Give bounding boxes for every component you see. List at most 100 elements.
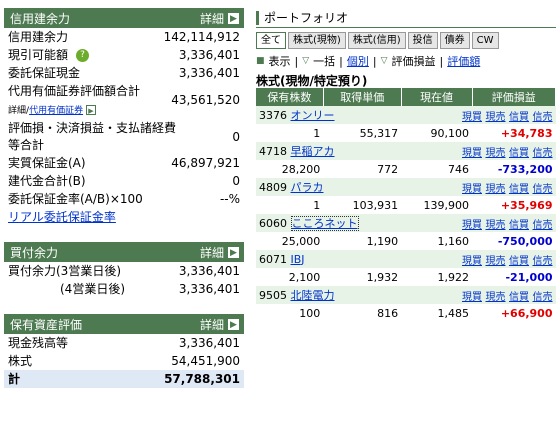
row-value: 3,336,401 [178, 66, 240, 80]
stock-code: 6071 [259, 252, 287, 266]
stock-name-link[interactable]: IBJ [290, 252, 305, 266]
margin-buy-link[interactable]: 信買 [509, 219, 529, 231]
row-label: 現金残高等 [8, 336, 69, 350]
collateral-link[interactable]: 代用有価証券 [29, 106, 84, 116]
row-value: 0 [232, 130, 240, 144]
qty-cell: 2,100 [256, 268, 324, 286]
qty-cell: 1 [256, 124, 324, 142]
pl-cell: -21,000 [472, 268, 556, 286]
row-label: 建代金合計(B) [8, 174, 86, 188]
cash-sell-link[interactable]: 現売 [485, 111, 506, 123]
buying-detail-button[interactable]: 詳細 ▶ [200, 244, 240, 261]
col-qty[interactable]: 保有株数 [256, 88, 324, 106]
cash-buy-link[interactable]: 現買 [462, 255, 482, 267]
cash-buy-link[interactable]: 現買 [462, 219, 482, 231]
toolbar-separator: | [339, 54, 343, 68]
price-cell: 139,900 [401, 196, 472, 214]
view-label: 表示 [268, 55, 291, 68]
list-view-option[interactable]: 一括 [313, 55, 336, 68]
margin-buy-link[interactable]: 信買 [509, 111, 529, 123]
stock-name-link[interactable]: こころネット [290, 216, 359, 231]
cost-cell: 1,190 [323, 232, 402, 250]
col-pl[interactable]: 評価損益 [472, 88, 556, 106]
cash-sell-link[interactable]: 現売 [485, 291, 506, 303]
row-label: 評価損・決済損益・支払諸経費等合計 [8, 121, 177, 152]
price-cell: 1,160 [401, 232, 472, 250]
chevron-right-icon: ▶ [227, 317, 240, 331]
square-icon: ■ [256, 56, 265, 66]
col-price[interactable]: 現在値 [401, 88, 473, 106]
chevron-right-icon[interactable]: ▶ [85, 105, 96, 115]
realtime-margin-link[interactable]: リアル委託保証金率 [8, 210, 116, 224]
stock-name-link[interactable]: パラカ [290, 181, 324, 194]
margin-sell-link[interactable]: 信売 [532, 183, 553, 195]
stock-code: 4809 [259, 181, 287, 194]
margin-sell-link[interactable]: 信売 [532, 219, 553, 231]
table-row: 6060 こころネット 現買 現売 信買 信売 [256, 214, 556, 232]
cash-buy-link[interactable]: 現買 [462, 183, 482, 195]
table-row: 9505 北陸電力 現買 現売 信買 信売 [256, 286, 556, 304]
table-row: 25,000 1,190 1,160 -750,000 [256, 232, 556, 250]
tab-cw[interactable]: CW [471, 32, 499, 49]
cash-buy-link[interactable]: 現買 [462, 291, 482, 303]
buying-title: 買付余力 [10, 245, 59, 260]
row-label: 計 [8, 372, 21, 386]
margin-buy-link[interactable]: 信買 [509, 147, 529, 159]
price-cell: 1,922 [401, 268, 472, 286]
table-row: 1 55,317 90,100 +34,783 [256, 124, 556, 142]
portfolio-toolbar: ■ 表示 | ▽ 一括 | 個別 | ▽ 評価損益 | 評価額 [256, 53, 556, 69]
buying-panel-header: 買付余力 詳細 ▶ [4, 242, 244, 262]
tab-all[interactable]: 全て [256, 32, 286, 49]
pl-sort-option[interactable]: 評価損益 [391, 55, 436, 68]
credit-detail-button[interactable]: 詳細 ▶ [200, 10, 240, 27]
toolbar-separator: | [372, 54, 377, 68]
qty-cell: 28,200 [256, 160, 324, 178]
cash-sell-link[interactable]: 現売 [485, 183, 506, 195]
cost-cell: 103,931 [323, 196, 402, 214]
sub-detail-label: 詳細 [8, 106, 27, 116]
pl-cell: -750,000 [472, 232, 556, 250]
credit-row: 実質保証金(A) 46,897,921 [4, 154, 244, 172]
buying-detail-label: 詳細 [199, 245, 224, 260]
credit-row: 信用建余力 142,114,912 [4, 28, 244, 46]
cash-buy-link[interactable]: 現買 [462, 111, 482, 123]
stock-code: 4718 [259, 145, 287, 158]
assets-row: 株式 54,451,900 [4, 352, 244, 370]
tab-stock-margin[interactable]: 株式(信用) [347, 32, 406, 49]
stock-name-link[interactable]: 北陸電力 [290, 289, 335, 302]
help-icon[interactable]: ? [76, 49, 90, 62]
sub-separator: / [26, 106, 30, 116]
stock-code: 9505 [259, 289, 287, 302]
margin-sell-link[interactable]: 信売 [532, 255, 553, 267]
valuation-link[interactable]: 評価額 [447, 55, 481, 68]
margin-buy-link[interactable]: 信買 [509, 255, 529, 267]
cash-buy-link[interactable]: 現買 [462, 147, 482, 159]
row-value: 57,788,301 [164, 372, 240, 386]
margin-sell-link[interactable]: 信売 [532, 111, 553, 123]
stock-name-link[interactable]: 早稲アカ [290, 145, 335, 158]
tab-fund[interactable]: 投信 [407, 32, 438, 49]
individual-view-link[interactable]: 個別 [346, 55, 369, 68]
row-label: 代用有価証券評価額合計 [8, 84, 141, 98]
chevron-right-icon: ▶ [227, 11, 240, 25]
assets-detail-button[interactable]: 詳細 ▶ [200, 316, 240, 333]
cash-sell-link[interactable]: 現売 [485, 255, 506, 267]
toolbar-separator: | [439, 54, 444, 68]
triangle-down-icon: ▽ [380, 56, 388, 66]
left-panel: 信用建余力 詳細 ▶ 信用建余力 142,114,912 現引可能額? 3,336,… [4, 8, 244, 388]
cash-sell-link[interactable]: 現売 [485, 147, 506, 159]
margin-buy-link[interactable]: 信買 [509, 183, 529, 195]
credit-row: 現引可能額? 3,336,401 [4, 46, 244, 64]
margin-buy-link[interactable]: 信買 [509, 291, 529, 303]
row-value: 3,336,401 [178, 336, 240, 350]
tab-bond[interactable]: 債券 [439, 32, 470, 49]
row-value: 46,897,921 [171, 156, 240, 170]
cost-cell: 816 [323, 304, 402, 322]
margin-sell-link[interactable]: 信売 [532, 291, 553, 303]
holdings-table: 保有株数 取得単価 現在値 評価損益 3376 オンリー 現買 現売 信買 信売 1… [256, 88, 556, 322]
col-cost[interactable]: 取得単価 [323, 88, 402, 106]
tab-stock-cash[interactable]: 株式(現物) [288, 32, 346, 49]
stock-name-link[interactable]: オンリー [290, 109, 335, 122]
cash-sell-link[interactable]: 現売 [485, 219, 506, 231]
margin-sell-link[interactable]: 信売 [532, 147, 553, 159]
